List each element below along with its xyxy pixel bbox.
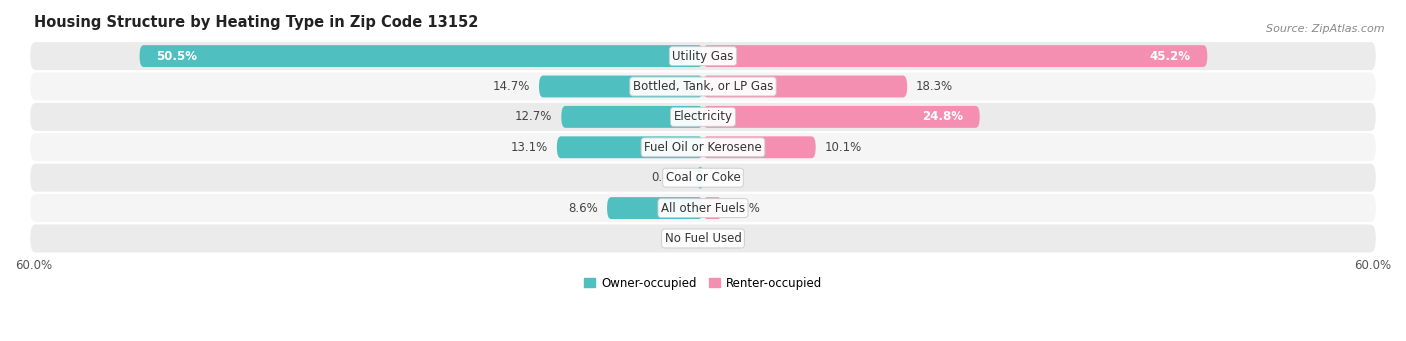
Text: 45.2%: 45.2% [1150,49,1191,63]
FancyBboxPatch shape [703,136,815,158]
FancyBboxPatch shape [703,45,1208,67]
FancyBboxPatch shape [30,103,1376,131]
FancyBboxPatch shape [538,76,703,98]
Text: 14.7%: 14.7% [492,80,530,93]
FancyBboxPatch shape [697,167,703,189]
FancyBboxPatch shape [561,106,703,128]
Text: Fuel Oil or Kerosene: Fuel Oil or Kerosene [644,141,762,154]
Text: 0.49%: 0.49% [651,171,689,184]
FancyBboxPatch shape [30,194,1376,222]
Text: Utility Gas: Utility Gas [672,49,734,63]
Legend: Owner-occupied, Renter-occupied: Owner-occupied, Renter-occupied [579,272,827,295]
Text: 0.0%: 0.0% [665,232,695,245]
Text: 8.6%: 8.6% [568,202,598,214]
FancyBboxPatch shape [139,45,703,67]
Text: Coal or Coke: Coal or Coke [665,171,741,184]
FancyBboxPatch shape [30,224,1376,252]
FancyBboxPatch shape [703,106,980,128]
Text: 24.8%: 24.8% [922,110,963,123]
FancyBboxPatch shape [607,197,703,219]
Text: 10.1%: 10.1% [824,141,862,154]
Text: Housing Structure by Heating Type in Zip Code 13152: Housing Structure by Heating Type in Zip… [34,15,478,30]
Text: All other Fuels: All other Fuels [661,202,745,214]
Text: 0.0%: 0.0% [711,232,741,245]
Text: Source: ZipAtlas.com: Source: ZipAtlas.com [1267,24,1385,34]
FancyBboxPatch shape [557,136,703,158]
FancyBboxPatch shape [30,73,1376,101]
FancyBboxPatch shape [703,197,721,219]
Text: 0.0%: 0.0% [711,171,741,184]
Text: No Fuel Used: No Fuel Used [665,232,741,245]
FancyBboxPatch shape [30,42,1376,70]
Text: 50.5%: 50.5% [156,49,197,63]
Text: Bottled, Tank, or LP Gas: Bottled, Tank, or LP Gas [633,80,773,93]
FancyBboxPatch shape [30,164,1376,192]
Text: 1.7%: 1.7% [731,202,761,214]
FancyBboxPatch shape [703,76,907,98]
Text: 18.3%: 18.3% [917,80,953,93]
Text: 13.1%: 13.1% [510,141,548,154]
Text: Electricity: Electricity [673,110,733,123]
FancyBboxPatch shape [30,133,1376,161]
Text: 12.7%: 12.7% [515,110,553,123]
